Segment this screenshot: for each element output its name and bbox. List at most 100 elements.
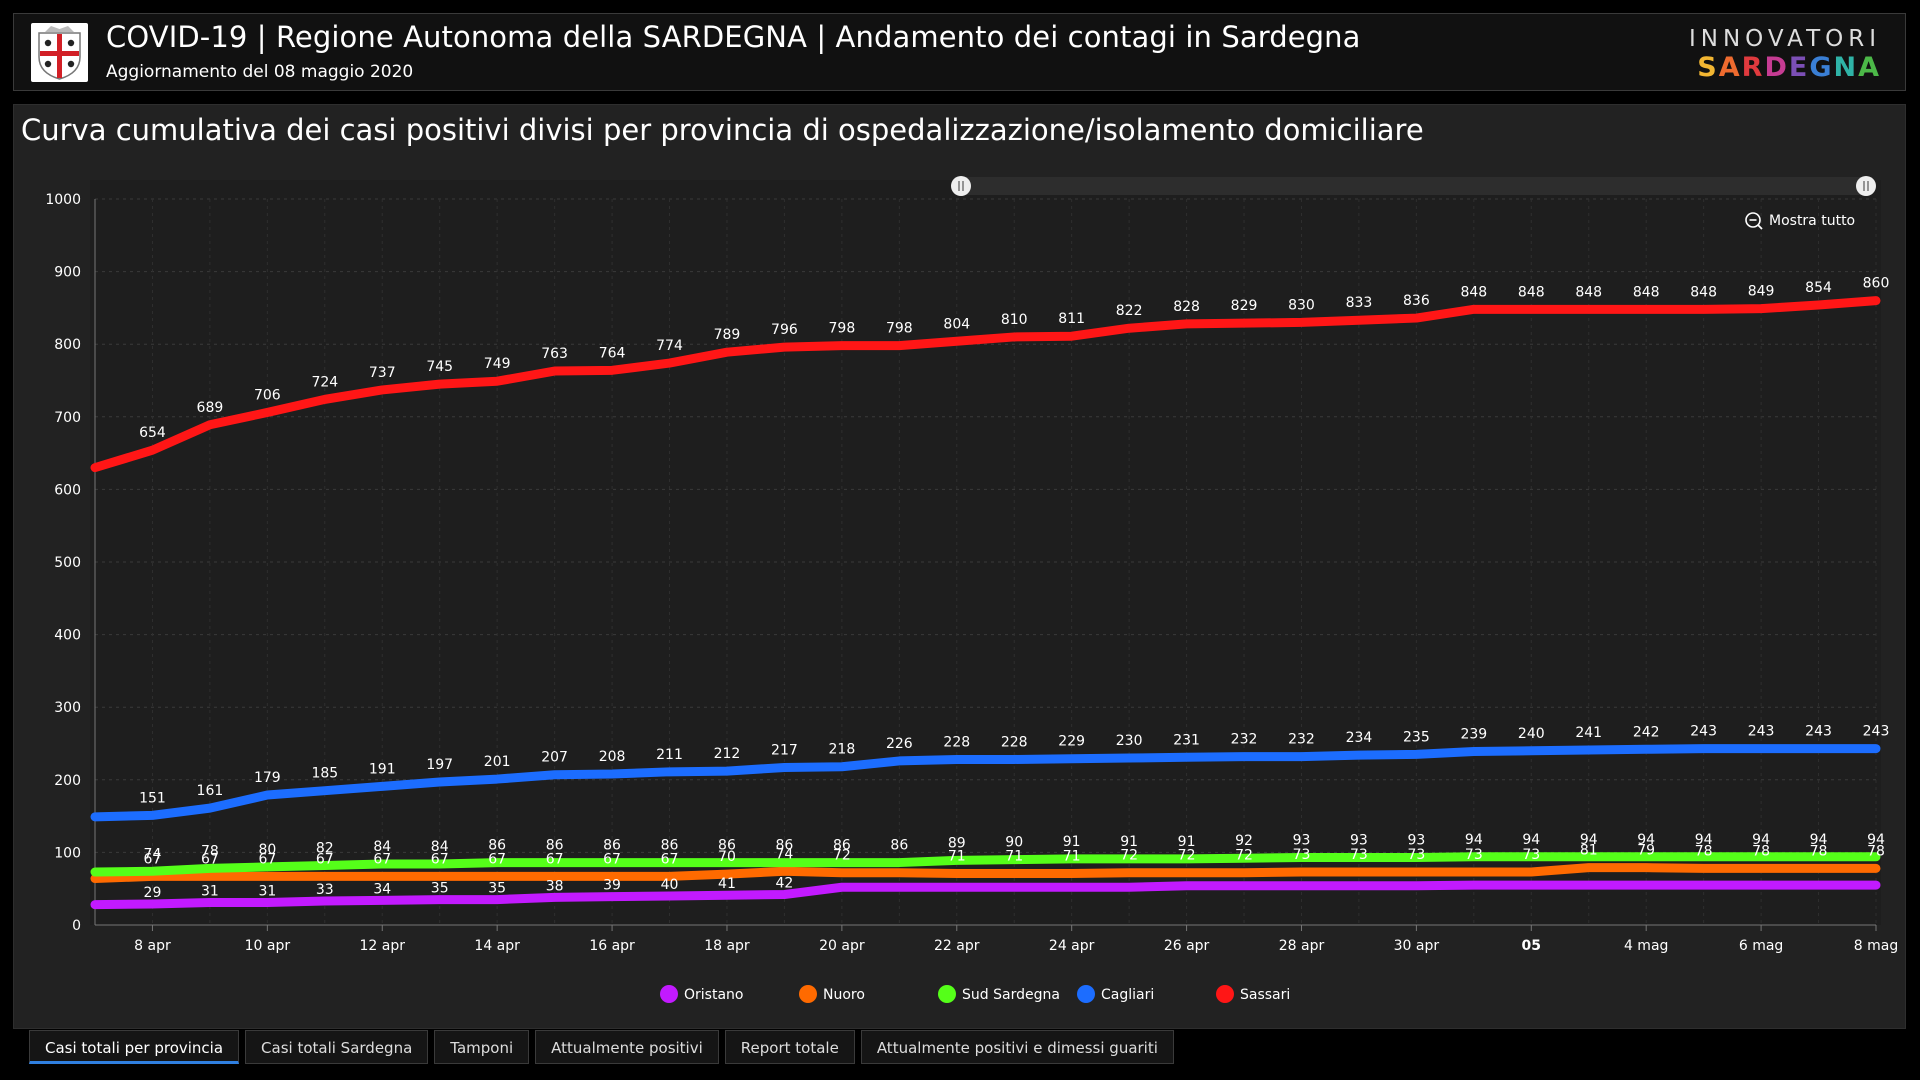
y-tick-label: 500 bbox=[54, 555, 81, 571]
range-handle-start[interactable] bbox=[951, 176, 971, 196]
data-label: 242 bbox=[1633, 724, 1660, 740]
data-label: 94 bbox=[1695, 832, 1713, 848]
series-line-sassari bbox=[90, 296, 1881, 473]
legend-swatch bbox=[938, 985, 956, 1003]
data-label: 39 bbox=[603, 878, 621, 894]
data-label: 796 bbox=[771, 322, 798, 338]
data-label: 33 bbox=[316, 882, 334, 898]
data-label: 749 bbox=[484, 356, 511, 372]
data-label: 84 bbox=[431, 839, 449, 855]
data-label: 86 bbox=[890, 838, 908, 854]
data-label: 197 bbox=[426, 757, 453, 773]
data-label: 92 bbox=[1235, 833, 1253, 849]
tab-casi-totali-sardegna[interactable]: Casi totali Sardegna bbox=[245, 1030, 429, 1064]
data-label: 217 bbox=[771, 742, 798, 758]
brand-letter: E bbox=[1788, 52, 1810, 83]
tab-attualmente-positivi-e-dimessi-guariti[interactable]: Attualmente positivi e dimessi guariti bbox=[860, 1030, 1174, 1064]
data-label: 854 bbox=[1805, 280, 1832, 296]
x-tick-label: 8 apr bbox=[134, 938, 171, 954]
data-label: 86 bbox=[546, 838, 564, 854]
data-label: 208 bbox=[599, 749, 626, 765]
data-label: 93 bbox=[1407, 832, 1425, 848]
legend-swatch bbox=[1216, 985, 1234, 1003]
series-line-oristano bbox=[90, 880, 1881, 910]
data-label: 89 bbox=[948, 835, 966, 851]
legend-label-sassari[interactable]: Sassari bbox=[1240, 987, 1290, 1003]
data-label: 94 bbox=[1522, 832, 1540, 848]
data-label: 67 bbox=[373, 851, 391, 867]
series-line-nuoro bbox=[90, 863, 1881, 884]
data-label: 86 bbox=[488, 838, 506, 854]
chart-panel: Curva cumulativa dei casi positivi divis… bbox=[13, 104, 1906, 1029]
data-label: 774 bbox=[656, 338, 683, 354]
data-label: 74 bbox=[776, 846, 794, 862]
range-handle-end[interactable] bbox=[1856, 176, 1876, 196]
data-label: 94 bbox=[1810, 832, 1828, 848]
data-label: 848 bbox=[1518, 284, 1545, 300]
legend-swatch bbox=[799, 985, 817, 1003]
data-label: 94 bbox=[1465, 832, 1483, 848]
data-label: 73 bbox=[1465, 847, 1483, 863]
data-label: 72 bbox=[833, 848, 851, 864]
data-label: 239 bbox=[1460, 726, 1487, 742]
data-label: 811 bbox=[1058, 311, 1085, 327]
data-label: 848 bbox=[1460, 284, 1487, 300]
tab-tamponi[interactable]: Tamponi bbox=[434, 1030, 530, 1064]
data-label: 91 bbox=[1063, 834, 1081, 850]
data-label: 836 bbox=[1403, 293, 1430, 309]
data-label: 243 bbox=[1863, 724, 1890, 740]
data-label: 74 bbox=[144, 846, 162, 862]
x-tick-label: 12 apr bbox=[360, 938, 406, 954]
y-tick-label: 300 bbox=[54, 700, 81, 716]
legend-label-nuoro[interactable]: Nuoro bbox=[823, 987, 865, 1003]
data-label: 78 bbox=[1695, 843, 1713, 859]
data-label: 86 bbox=[718, 838, 736, 854]
data-label: 73 bbox=[1350, 847, 1368, 863]
update-date: Aggiornamento del 08 maggio 2020 bbox=[106, 62, 414, 82]
data-label: 201 bbox=[484, 754, 511, 770]
legend-swatch bbox=[1077, 985, 1095, 1003]
data-label: 67 bbox=[201, 851, 219, 867]
x-tick-label: 28 apr bbox=[1279, 938, 1325, 954]
data-label: 93 bbox=[1293, 832, 1311, 848]
tab-report-totale[interactable]: Report totale bbox=[724, 1030, 855, 1064]
data-label: 80 bbox=[258, 842, 276, 858]
data-label: 67 bbox=[661, 851, 679, 867]
data-label: 67 bbox=[258, 851, 276, 867]
data-label: 232 bbox=[1288, 732, 1315, 748]
plot-area bbox=[90, 180, 1881, 925]
x-tick-label: 10 apr bbox=[245, 938, 291, 954]
tab-attualmente-positivi[interactable]: Attualmente positivi bbox=[535, 1030, 719, 1064]
data-label: 828 bbox=[1173, 299, 1200, 315]
legend-label-sud-sardegna[interactable]: Sud Sardegna bbox=[962, 987, 1060, 1003]
legend-label-oristano[interactable]: Oristano bbox=[684, 987, 743, 1003]
data-label: 724 bbox=[311, 374, 338, 390]
data-label: 240 bbox=[1518, 726, 1545, 742]
brand-letter: A bbox=[1718, 52, 1742, 83]
range-scrollbar-track[interactable] bbox=[959, 177, 1864, 195]
x-tick-label: 6 mag bbox=[1739, 938, 1783, 954]
legend-label-cagliari[interactable]: Cagliari bbox=[1101, 987, 1154, 1003]
data-label: 34 bbox=[373, 881, 391, 897]
zoom-reset-button[interactable]: Mostra tutto bbox=[1769, 213, 1855, 229]
data-label: 212 bbox=[714, 746, 741, 762]
x-tick-label: 05 bbox=[1522, 938, 1541, 954]
line-chart: 0 100 200 300 400 500 600 700 800 900 1000 8 apr 10 … bbox=[45, 176, 1898, 1003]
data-label: 67 bbox=[546, 851, 564, 867]
tab-casi-totali-per-provincia[interactable]: Casi totali per provincia bbox=[29, 1030, 240, 1064]
data-label: 91 bbox=[1178, 834, 1196, 850]
data-label: 78 bbox=[1752, 843, 1770, 859]
data-label: 29 bbox=[144, 885, 162, 901]
data-label: 810 bbox=[1001, 312, 1028, 328]
data-label: 229 bbox=[1058, 734, 1085, 750]
x-tick-label: 22 apr bbox=[934, 938, 980, 954]
data-label: 243 bbox=[1690, 724, 1717, 740]
data-label: 90 bbox=[1005, 835, 1023, 851]
data-label: 706 bbox=[254, 387, 281, 403]
data-label: 848 bbox=[1633, 284, 1660, 300]
tab-bar: Casi totali per provincia Casi totali Sar… bbox=[29, 1030, 1174, 1066]
header-bar: COVID-19 | Regione Autonoma della SARDEG… bbox=[13, 13, 1906, 91]
y-tick-label: 600 bbox=[54, 482, 81, 498]
data-label: 86 bbox=[833, 838, 851, 854]
data-label: 31 bbox=[258, 883, 276, 899]
